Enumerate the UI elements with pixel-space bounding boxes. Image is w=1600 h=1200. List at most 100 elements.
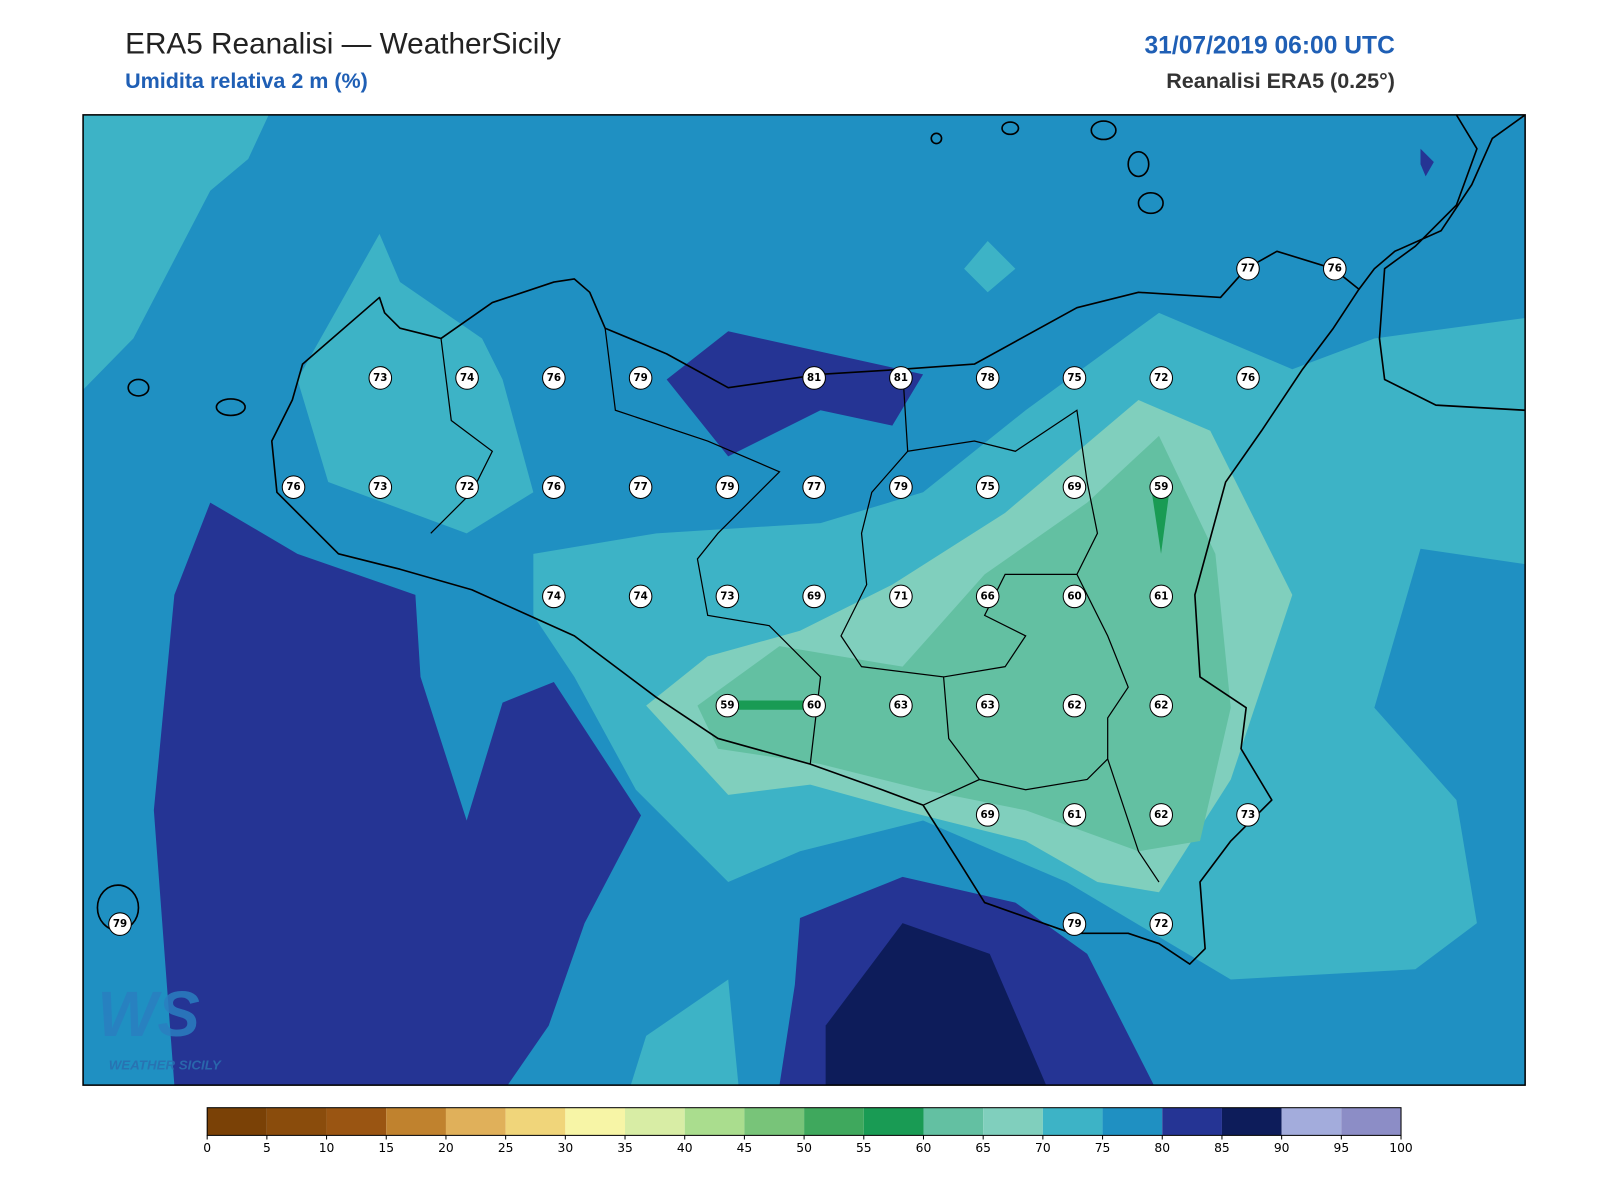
map-frame — [82, 114, 1526, 1086]
colorbar-label: 45 — [737, 1141, 753, 1155]
station-value: 72 — [460, 481, 474, 493]
station-value: 72 — [1154, 372, 1168, 384]
colorbar-label: 65 — [975, 1141, 991, 1155]
station-marker — [802, 475, 826, 499]
station-marker — [368, 366, 393, 390]
station-value: 74 — [547, 590, 561, 602]
station-value: 74 — [633, 590, 647, 602]
station-marker — [975, 693, 1000, 718]
subtitle: Umidita relativa 2 m (%) — [125, 69, 368, 93]
colorbar-band — [445, 1107, 506, 1136]
station-value: 75 — [1067, 372, 1081, 384]
colorbar-label: 100 — [1389, 1141, 1412, 1155]
station-value: 77 — [633, 481, 647, 493]
coastline — [270, 250, 1360, 965]
contour — [1420, 148, 1434, 177]
colorbar-band — [386, 1107, 446, 1136]
station-value: 79 — [1067, 918, 1081, 930]
island — [1001, 121, 1020, 136]
station-marker — [1149, 803, 1174, 827]
colorbar-label: 15 — [378, 1141, 394, 1155]
colorbar-label: 25 — [498, 1141, 514, 1155]
station-value: 73 — [1241, 809, 1255, 821]
station-marker — [802, 584, 826, 609]
island — [1090, 120, 1117, 141]
logo-mark: WS — [97, 979, 199, 1050]
colorbar-label: 50 — [796, 1141, 812, 1155]
station-value: 61 — [1067, 809, 1081, 821]
colorbar-band — [505, 1107, 566, 1136]
station-value: 76 — [286, 481, 300, 493]
station-value: 74 — [460, 372, 474, 384]
station-marker — [715, 693, 740, 718]
colorbar-label: 95 — [1334, 1141, 1350, 1155]
datetime: 31/07/2019 06:00 UTC — [1144, 32, 1395, 59]
station-marker — [368, 475, 393, 499]
station-marker — [542, 584, 566, 609]
station-marker — [1236, 256, 1260, 281]
station-value: 69 — [1067, 481, 1081, 493]
station-marker — [802, 693, 826, 718]
colorbar-label: 70 — [1035, 1141, 1051, 1155]
station-value: 73 — [373, 372, 387, 384]
colorbar-label: 55 — [856, 1141, 872, 1155]
station-value: 69 — [807, 590, 821, 602]
colorbar-label: 80 — [1154, 1141, 1170, 1155]
colorbar-label: 40 — [677, 1141, 693, 1155]
station-marker — [975, 366, 1000, 390]
station-marker — [1149, 584, 1174, 609]
title: ERA5 Reanalisi — WeatherSicily — [125, 27, 561, 60]
station-value: 66 — [981, 590, 995, 602]
station-marker — [455, 475, 479, 499]
station-marker — [1149, 366, 1174, 390]
colorbar-band — [1162, 1107, 1222, 1136]
station-value: 79 — [894, 481, 908, 493]
station-marker — [628, 475, 653, 499]
colorbar-band — [1341, 1107, 1402, 1136]
station-marker — [1062, 693, 1087, 718]
station-marker — [542, 475, 566, 499]
station-marker — [889, 366, 913, 390]
station-marker — [542, 366, 566, 390]
station-value: 60 — [1067, 590, 1081, 602]
colorbar-band — [863, 1107, 924, 1136]
colorbar-label: 0 — [203, 1141, 211, 1155]
contour — [630, 979, 739, 1086]
station-value: 62 — [1154, 809, 1168, 821]
logo-text: WEATHER SICILY — [109, 1058, 222, 1073]
station-value: 78 — [981, 372, 995, 384]
station-value: 79 — [720, 481, 734, 493]
colorbar-band — [923, 1107, 984, 1136]
station-marker — [281, 475, 306, 499]
contour — [83, 114, 269, 390]
source: Reanalisi ERA5 (0.25°) — [1166, 69, 1395, 93]
province-border — [430, 328, 1160, 883]
contour — [697, 435, 1231, 852]
station-value: 73 — [373, 481, 387, 493]
contour — [297, 233, 534, 534]
station-value: 76 — [1241, 372, 1255, 384]
station-marker — [1062, 475, 1087, 499]
colorbar-band — [1042, 1107, 1103, 1136]
station-marker — [975, 475, 1000, 499]
station-value: 81 — [894, 372, 908, 384]
station-value: 79 — [633, 372, 647, 384]
colorbar-label: 5 — [263, 1141, 271, 1155]
station-marker — [1062, 366, 1087, 390]
colorbar-label: 30 — [558, 1141, 574, 1155]
station-marker — [1149, 912, 1174, 936]
station-value: 61 — [1154, 590, 1168, 602]
contour — [1151, 492, 1170, 554]
contour — [153, 502, 642, 1086]
colorbar-band — [744, 1107, 805, 1136]
station-marker — [889, 584, 913, 609]
colorbar-label: 75 — [1095, 1141, 1111, 1155]
colorbar-band — [983, 1107, 1043, 1136]
station-marker — [1062, 803, 1087, 827]
station-marker — [108, 912, 132, 936]
contour — [964, 241, 1016, 293]
colorbar-band — [1281, 1107, 1342, 1136]
station-marker — [628, 584, 653, 609]
station-value: 59 — [720, 700, 734, 712]
station-value: 59 — [1154, 481, 1168, 493]
